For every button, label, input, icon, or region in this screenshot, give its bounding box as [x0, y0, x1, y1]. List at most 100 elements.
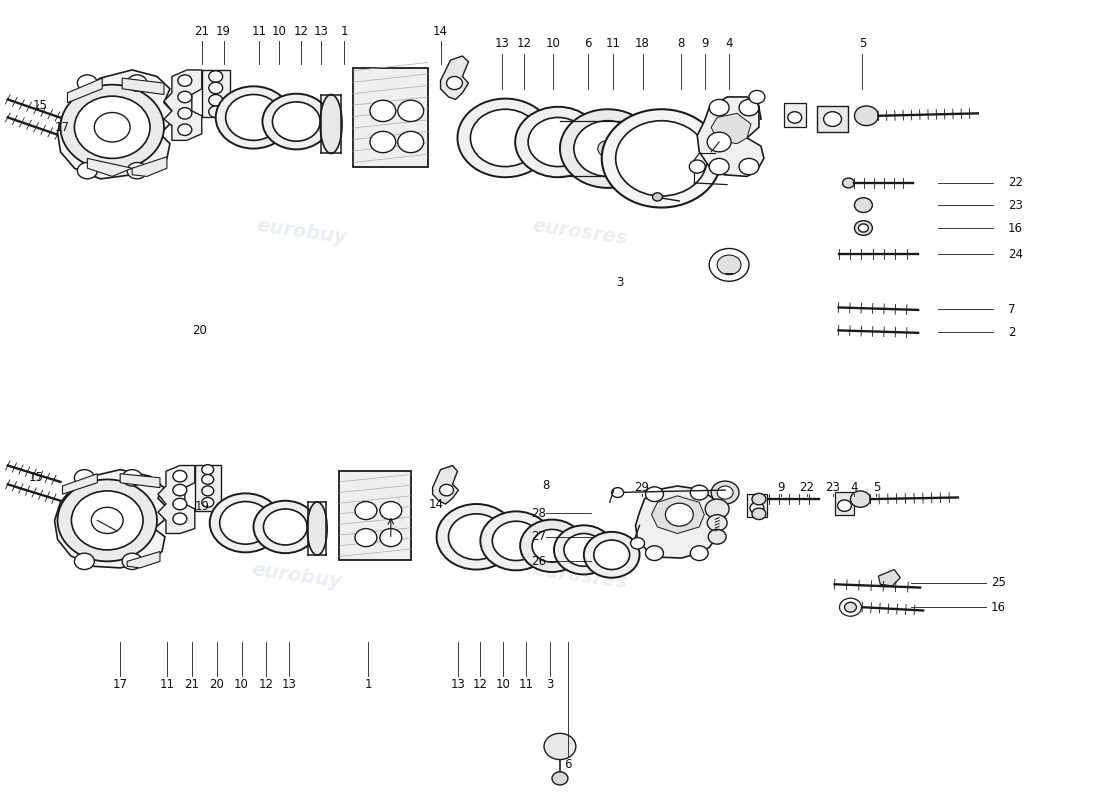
Text: 16: 16: [991, 601, 1005, 614]
Text: 4: 4: [725, 38, 733, 50]
Circle shape: [594, 540, 629, 570]
Text: 21: 21: [185, 678, 199, 690]
Circle shape: [201, 486, 213, 496]
Circle shape: [437, 504, 516, 570]
Circle shape: [77, 75, 97, 91]
Circle shape: [858, 224, 868, 232]
Text: 10: 10: [546, 38, 560, 50]
Circle shape: [652, 193, 662, 201]
Circle shape: [209, 94, 222, 106]
Text: 13: 13: [314, 25, 329, 38]
Circle shape: [379, 502, 401, 519]
Circle shape: [60, 85, 164, 170]
Text: 11: 11: [252, 25, 267, 38]
Circle shape: [717, 255, 741, 274]
Circle shape: [72, 491, 143, 550]
Circle shape: [178, 75, 191, 86]
Circle shape: [173, 498, 187, 510]
Circle shape: [493, 522, 540, 561]
Circle shape: [128, 162, 147, 179]
Polygon shape: [441, 56, 469, 99]
Circle shape: [273, 102, 320, 141]
Circle shape: [552, 772, 568, 785]
Circle shape: [574, 121, 641, 177]
Bar: [201, 70, 230, 118]
Circle shape: [128, 75, 147, 91]
Circle shape: [75, 96, 150, 158]
Circle shape: [209, 70, 222, 82]
Text: 2: 2: [1008, 326, 1015, 338]
Text: 14: 14: [429, 498, 444, 510]
Text: 28: 28: [531, 506, 546, 519]
Circle shape: [544, 734, 576, 759]
Circle shape: [449, 514, 504, 560]
Circle shape: [691, 546, 708, 561]
Circle shape: [788, 112, 802, 123]
Bar: [353, 68, 428, 166]
Text: 1: 1: [364, 678, 372, 690]
Text: 11: 11: [605, 38, 620, 50]
Circle shape: [122, 553, 142, 570]
Circle shape: [458, 98, 553, 178]
Circle shape: [690, 160, 705, 173]
Polygon shape: [67, 78, 102, 102]
Circle shape: [528, 118, 587, 166]
Circle shape: [837, 500, 851, 511]
Text: 22: 22: [1008, 177, 1023, 190]
Circle shape: [178, 91, 191, 102]
Text: 18: 18: [635, 38, 650, 50]
Text: 21: 21: [195, 25, 209, 38]
Text: 24: 24: [1008, 248, 1023, 261]
Text: 9: 9: [777, 481, 784, 494]
Circle shape: [717, 486, 733, 499]
Polygon shape: [158, 466, 195, 534]
Circle shape: [263, 94, 330, 150]
Circle shape: [520, 519, 584, 572]
Circle shape: [824, 112, 842, 126]
Polygon shape: [122, 78, 164, 94]
Circle shape: [739, 99, 759, 116]
Circle shape: [646, 487, 663, 502]
Circle shape: [201, 474, 213, 484]
Circle shape: [220, 502, 272, 544]
Circle shape: [173, 513, 187, 525]
Circle shape: [666, 503, 693, 526]
Circle shape: [178, 124, 191, 135]
Circle shape: [750, 502, 763, 514]
Text: eurosres: eurosres: [531, 216, 629, 248]
Circle shape: [178, 108, 191, 119]
Text: 10: 10: [272, 25, 287, 38]
Circle shape: [209, 106, 222, 118]
Text: 8: 8: [678, 38, 685, 50]
Polygon shape: [87, 158, 132, 177]
Text: 6: 6: [584, 38, 592, 50]
Circle shape: [398, 100, 424, 122]
Text: 1: 1: [340, 25, 348, 38]
Text: 13: 13: [451, 678, 466, 690]
Circle shape: [855, 106, 878, 126]
Ellipse shape: [307, 502, 327, 555]
Circle shape: [57, 479, 157, 562]
Ellipse shape: [320, 94, 342, 154]
Bar: [339, 471, 410, 560]
Polygon shape: [128, 551, 160, 568]
Circle shape: [253, 501, 317, 553]
Circle shape: [440, 484, 453, 496]
Circle shape: [705, 499, 729, 518]
Bar: [835, 492, 855, 514]
Circle shape: [752, 494, 766, 505]
Circle shape: [710, 99, 729, 116]
Text: 3: 3: [547, 678, 553, 690]
Text: 5: 5: [872, 481, 880, 494]
Circle shape: [707, 132, 732, 152]
Polygon shape: [164, 70, 201, 140]
Circle shape: [612, 488, 624, 498]
Bar: [195, 465, 221, 510]
Circle shape: [646, 546, 663, 561]
Circle shape: [264, 509, 307, 545]
Text: 10: 10: [234, 678, 249, 690]
Polygon shape: [636, 486, 719, 558]
Circle shape: [481, 511, 552, 570]
Circle shape: [532, 530, 572, 562]
Circle shape: [173, 484, 187, 496]
